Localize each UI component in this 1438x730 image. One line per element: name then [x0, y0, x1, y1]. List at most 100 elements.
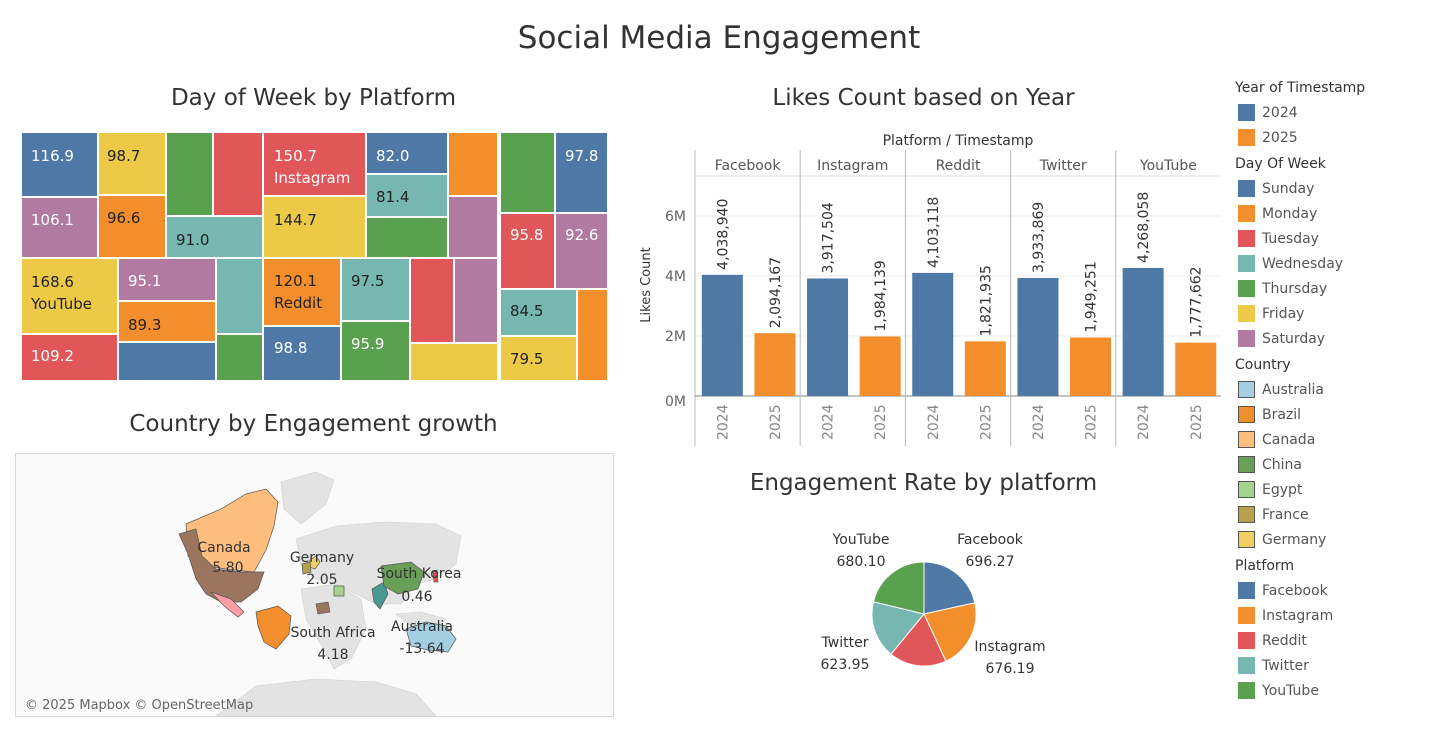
likes-bar-chart[interactable]: Platform / Timestamp Likes Count 0M 2M 4M 6M F…: [0, 0, 1230, 460]
treemap-cell-twitter-sunday[interactable]: [554, 131, 609, 214]
treemap-cell-youtube-thursday[interactable]: [215, 333, 264, 382]
x-tick-label: 2024: [1136, 404, 1152, 440]
legend-item[interactable]: Australia: [1235, 377, 1435, 402]
treemap-label: 79.5: [510, 350, 543, 368]
bar[interactable]: [912, 272, 954, 396]
bar[interactable]: [964, 341, 1006, 396]
legend-label: Friday: [1262, 305, 1305, 322]
country-egypt[interactable]: [333, 585, 345, 597]
legend-item[interactable]: Twitter: [1235, 653, 1435, 678]
legend-label: Sunday: [1262, 180, 1315, 197]
legend-item[interactable]: Wednesday: [1235, 251, 1435, 276]
bar[interactable]: [807, 278, 849, 396]
treemap-cell-twitter-tuesday[interactable]: [499, 212, 556, 290]
treemap-cell-youtube-friday[interactable]: [20, 257, 119, 335]
legend-swatch: [1238, 205, 1255, 222]
country-australia[interactable]: [405, 621, 457, 653]
bar[interactable]: [1175, 342, 1217, 396]
bar-data-label: 4,038,940: [715, 199, 731, 270]
country-japan[interactable]: [432, 569, 439, 583]
treemap-cell-twitter-wednesday[interactable]: [499, 288, 578, 337]
map-label-country: Canada: [197, 540, 250, 556]
legend-swatch: [1238, 129, 1255, 146]
legend-item[interactable]: Canada: [1235, 427, 1435, 452]
bar[interactable]: [701, 274, 743, 396]
legend-item[interactable]: Facebook: [1235, 578, 1435, 603]
country-france[interactable]: [301, 561, 312, 575]
bar[interactable]: [1017, 277, 1059, 396]
legend-item[interactable]: 2024: [1235, 100, 1435, 125]
treemap-cell-reddit-wednesday[interactable]: [340, 257, 411, 322]
treemap-cell-youtube-tuesday[interactable]: [20, 333, 119, 382]
legend-item[interactable]: 2025: [1235, 125, 1435, 150]
legend-item[interactable]: Monday: [1235, 201, 1435, 226]
treemap-cell-reddit-friday[interactable]: [409, 342, 499, 382]
treemap-cell-twitter-monday[interactable]: [576, 288, 609, 382]
treemap-cell-youtube-sunday[interactable]: [117, 341, 217, 382]
treemap-cell-reddit-saturday[interactable]: [453, 257, 499, 344]
pie-slice[interactable]: [923, 602, 977, 662]
country-south-africa[interactable]: [315, 601, 331, 615]
legend-label: Tuesday: [1262, 230, 1319, 247]
legend-item[interactable]: Thursday: [1235, 276, 1435, 301]
bar[interactable]: [1122, 267, 1164, 396]
legend-swatch: [1238, 230, 1255, 247]
bar[interactable]: [859, 336, 901, 396]
legend-item[interactable]: Saturday: [1235, 326, 1435, 351]
landmass-greenland: [280, 471, 335, 525]
legend-item[interactable]: Germany: [1235, 527, 1435, 552]
bar[interactable]: [754, 333, 796, 396]
treemap-cell-reddit-sunday[interactable]: [262, 325, 342, 382]
legend-item[interactable]: YouTube: [1235, 678, 1435, 703]
world-map[interactable]: Canada 5.80 Germany 2.05 South Korea 0.4…: [16, 454, 613, 716]
legend-label: Monday: [1262, 205, 1318, 222]
legend-day: Day Of Week Sunday Monday Tuesday Wednesday…: [1235, 156, 1435, 351]
pie-slice[interactable]: [872, 561, 925, 615]
pie-slice[interactable]: [890, 613, 947, 667]
legend-item[interactable]: Sunday: [1235, 176, 1435, 201]
legend-item[interactable]: Friday: [1235, 301, 1435, 326]
legend-item[interactable]: France: [1235, 502, 1435, 527]
treemap-cell-twitter-saturday[interactable]: [554, 212, 609, 290]
bar[interactable]: [1070, 337, 1112, 396]
legend-label: Twitter: [1262, 657, 1309, 674]
treemap-cell-instagram-saturday[interactable]: [447, 195, 499, 259]
treemap-cell-instagram-friday[interactable]: [262, 195, 367, 259]
legend-item[interactable]: Reddit: [1235, 628, 1435, 653]
treemap-chart[interactable]: 116.9 98.7 106.1 96.6 91.0 150.7 Instagr…: [0, 0, 620, 390]
legend-label: Facebook: [1262, 582, 1328, 599]
pie-label-value: 680.10: [837, 554, 886, 570]
treemap-cell-youtube-wednesday[interactable]: [215, 257, 264, 335]
map-label-value: 0.46: [401, 589, 432, 605]
legend-item[interactable]: Tuesday: [1235, 226, 1435, 251]
treemap-cell-facebook-monday[interactable]: [97, 194, 167, 259]
bar-data-label: 1,777,662: [1189, 266, 1205, 337]
treemap-label: 109.2: [31, 347, 74, 365]
treemap-cell-youtube-saturday[interactable]: [117, 257, 217, 302]
country-usa[interactable]: [178, 528, 265, 603]
pie-slice[interactable]: [871, 601, 925, 655]
treemap-cell-instagram-monday[interactable]: [447, 131, 499, 197]
y-tick-label: 2M: [665, 329, 686, 345]
map-label-value: 2.05: [306, 572, 337, 588]
map-panel[interactable]: Canada 5.80 Germany 2.05 South Korea 0.4…: [15, 453, 614, 717]
country-brazil[interactable]: [255, 605, 292, 650]
country-china[interactable]: [380, 561, 425, 595]
legend-label: China: [1262, 456, 1302, 473]
legend-item[interactable]: Instagram: [1235, 603, 1435, 628]
treemap-cell-facebook-wednesday[interactable]: [165, 215, 264, 259]
pie-slice[interactable]: [923, 561, 976, 615]
treemap-cell-facebook-saturday[interactable]: [20, 196, 99, 259]
treemap-label: Instagram: [274, 169, 350, 187]
x-tick-label: 2024: [715, 404, 731, 440]
engagement-pie-chart[interactable]: Facebook 696.27 Instagram 676.19 Twitter 623.…: [760, 520, 1120, 700]
country-mexico[interactable]: [210, 591, 245, 618]
country-india[interactable]: [371, 581, 389, 610]
legend-item[interactable]: Brazil: [1235, 402, 1435, 427]
legend-swatch: [1238, 104, 1255, 121]
map-label-country: South Africa: [290, 625, 375, 641]
legend-swatch: [1238, 280, 1255, 297]
x-tick-label: 2025: [1189, 404, 1205, 440]
legend-item[interactable]: China: [1235, 452, 1435, 477]
legend-item[interactable]: Egypt: [1235, 477, 1435, 502]
